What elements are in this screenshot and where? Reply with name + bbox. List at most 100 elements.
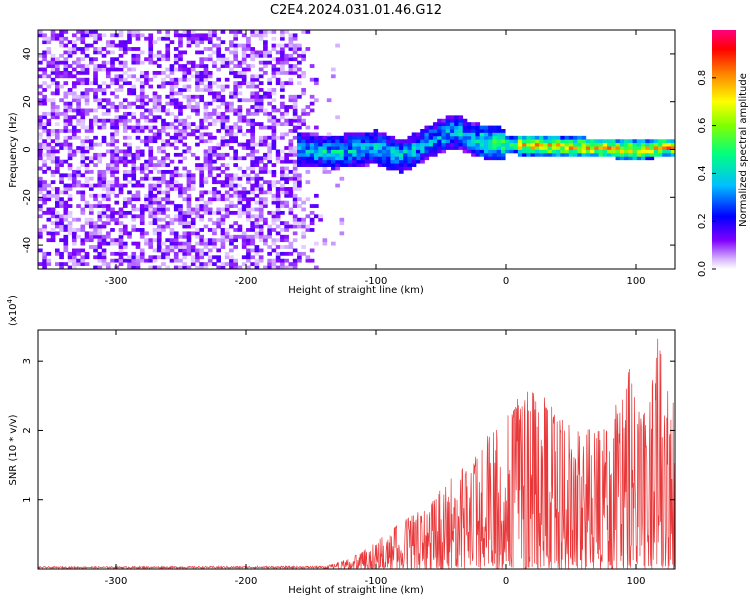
heatmap-cell	[182, 142, 188, 147]
heatmap-cell	[271, 108, 277, 113]
heatmap-cell	[381, 142, 387, 147]
heatmap-cell	[127, 81, 132, 86]
heatmap-cell	[42, 88, 47, 92]
heatmap-cell	[322, 241, 328, 246]
heatmap-cell	[390, 135, 396, 140]
heatmap-cell	[135, 149, 141, 154]
heatmap-cell	[229, 173, 234, 178]
heatmap-cell	[233, 262, 238, 266]
heatmap-cell	[42, 224, 47, 229]
heatmap-cell	[280, 57, 285, 62]
heatmap-cell	[318, 156, 323, 161]
heatmap-cell	[212, 152, 217, 157]
heatmap-cell	[38, 91, 43, 96]
heatmap-cell	[203, 241, 209, 246]
heatmap-cell	[224, 129, 230, 133]
heatmap-cell	[161, 262, 166, 266]
heatmap-cell	[250, 176, 255, 181]
heatmap-cell	[246, 258, 251, 263]
heatmap-cell	[144, 238, 149, 243]
heatmap-cell	[161, 210, 166, 215]
heatmap-cell	[110, 251, 115, 256]
heatmap-cell	[80, 91, 86, 96]
heatmap-cell	[428, 152, 434, 157]
heatmap-cell	[203, 207, 209, 212]
heatmap-cell	[305, 30, 311, 34]
heatmap-cell	[156, 245, 162, 249]
heatmap-cell	[59, 197, 64, 202]
heatmap-cell	[263, 163, 268, 167]
heatmap-cell	[216, 118, 222, 123]
heatmap-cell	[233, 30, 238, 34]
heatmap-cell	[118, 47, 124, 51]
heatmap-cell	[224, 132, 230, 137]
heatmap-cell	[471, 129, 476, 133]
heatmap-cell	[483, 125, 489, 130]
heatmap-cell	[110, 207, 115, 212]
heatmap-cell	[80, 47, 86, 51]
heatmap-cell	[182, 50, 188, 55]
heatmap-cell	[250, 84, 255, 89]
heatmap-cell	[267, 118, 272, 123]
heatmap-cell	[237, 183, 243, 188]
heatmap-cell	[182, 234, 188, 239]
heatmap-cell	[216, 207, 222, 212]
heatmap-cell	[280, 67, 285, 72]
heatmap-cell	[152, 156, 158, 161]
heatmap-cell	[182, 166, 188, 171]
heatmap-cell	[38, 228, 43, 232]
heatmap-cell	[305, 163, 311, 167]
heatmap-cell	[67, 255, 73, 260]
heatmap-cell	[288, 77, 294, 82]
heatmap-cell	[254, 111, 260, 116]
heatmap-cell	[161, 176, 166, 181]
heatmap-cell	[105, 60, 111, 65]
heatmap-cell	[148, 238, 154, 243]
heatmap-cell	[271, 193, 277, 198]
heatmap-cell	[466, 135, 472, 140]
heatmap-cell	[135, 190, 141, 195]
heatmap-cell	[263, 217, 268, 222]
heatmap-cell	[165, 142, 171, 147]
heatmap-cell	[110, 101, 115, 106]
heatmap-cell	[101, 173, 107, 178]
heatmap-cell	[649, 142, 655, 147]
heatmap-cell	[199, 74, 205, 79]
heatmap-cell	[59, 163, 64, 167]
heatmap-cell	[394, 163, 400, 167]
heatmap-cell	[93, 33, 98, 38]
heatmap-cell	[190, 105, 196, 109]
heatmap-cell	[67, 231, 73, 236]
heatmap-cell	[386, 146, 391, 150]
heatmap-cell	[88, 224, 94, 229]
heatmap-cell	[543, 139, 548, 144]
heatmap-cell	[280, 169, 285, 174]
y-tick-label: -20	[22, 189, 33, 205]
heatmap-cell	[339, 149, 345, 154]
heatmap-cell	[611, 152, 616, 157]
heatmap-cell	[63, 125, 69, 130]
heatmap-cell	[190, 248, 196, 253]
heatmap-cell	[165, 108, 171, 113]
heatmap-cell	[46, 36, 52, 41]
heatmap-cell	[161, 190, 166, 195]
heatmap-cell	[280, 53, 285, 58]
heatmap-cell	[224, 142, 230, 147]
heatmap-cell	[127, 169, 132, 174]
heatmap-cell	[199, 248, 205, 253]
heatmap-cell	[649, 149, 655, 154]
heatmap-cell	[139, 84, 145, 89]
heatmap-cell	[254, 101, 260, 106]
heatmap-cell	[390, 139, 396, 144]
heatmap-cell	[297, 60, 302, 65]
heatmap-cell	[275, 156, 281, 161]
heatmap-cell	[63, 183, 69, 188]
heatmap-cell	[165, 187, 171, 191]
heatmap-cell	[237, 176, 243, 181]
heatmap-cell	[250, 105, 255, 109]
heatmap-cell	[195, 135, 200, 140]
heatmap-cell	[131, 91, 137, 96]
heatmap-cell	[114, 166, 120, 171]
heatmap-cell	[190, 180, 196, 185]
heatmap-cell	[50, 149, 56, 154]
